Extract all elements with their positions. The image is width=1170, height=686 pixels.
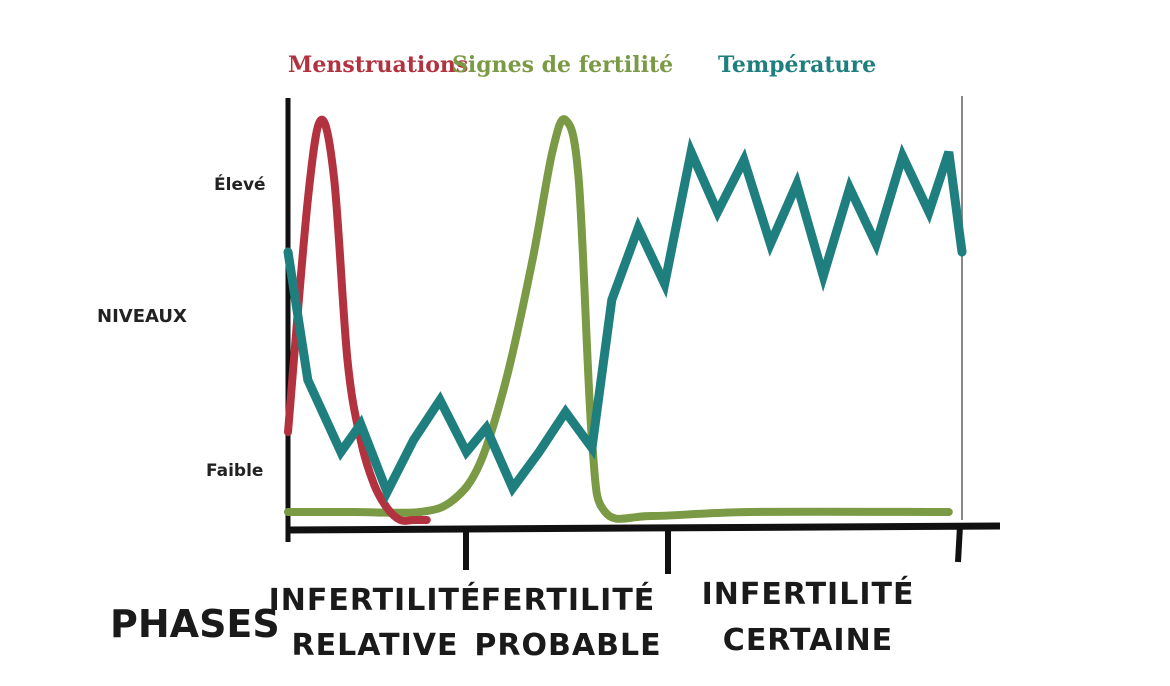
phase-1-line1: INFERTILITÉ [269, 582, 482, 618]
phase-3-line2: CERTAINE [723, 623, 893, 658]
phase-1-line2: RELATIVE [292, 628, 459, 663]
temperature-line [283, 137, 967, 504]
phase-2-line1: FERTILITÉ [481, 582, 656, 618]
phase-divider-3 [955, 525, 963, 563]
y-tick-high: Élevé [214, 173, 266, 195]
legend-menstruations: Menstruations [288, 52, 468, 78]
legend-temperature: Température [718, 52, 876, 78]
phase-3-line1: INFERTILITÉ [702, 576, 915, 612]
fertility-signs-line [284, 115, 953, 523]
series-layer [283, 115, 967, 525]
y-axis-label: NIVEAUX [97, 306, 187, 327]
phases-title: PHASES [110, 602, 280, 646]
legend-fertility-signs: Signes de fertilité [452, 52, 673, 78]
menstruations-line [284, 115, 431, 525]
phase-2-line2: PROBABLE [474, 628, 661, 663]
y-tick-low: Faible [206, 461, 263, 481]
x-axis [287, 522, 1001, 534]
